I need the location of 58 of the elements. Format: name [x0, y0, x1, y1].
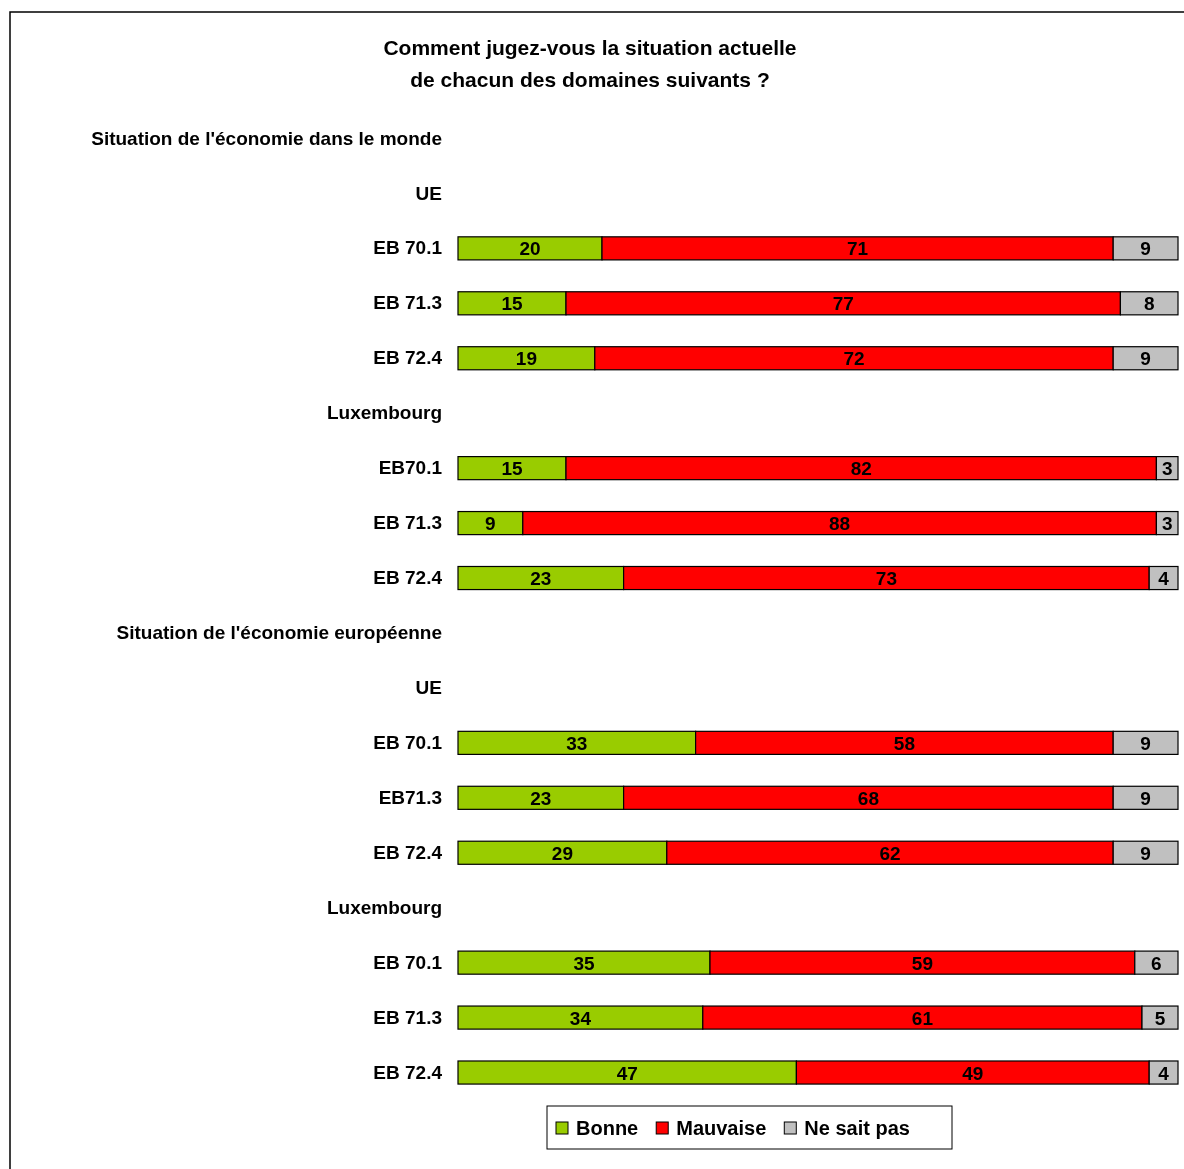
data-label: 4 [1158, 1062, 1170, 1084]
data-label: 9 [485, 513, 496, 535]
y-tick-label: UE [415, 677, 442, 698]
y-tick-label: Situation de l'économie européenne [116, 622, 442, 644]
data-label: 3 [1161, 458, 1173, 480]
data-label: 6 [1151, 952, 1162, 974]
y-tick-label: EB 70.1 [373, 731, 443, 753]
data-label: 77 [832, 293, 854, 315]
y-tick-label: Luxembourg [326, 402, 442, 424]
data-label: 88 [829, 513, 851, 535]
data-label: 49 [962, 1062, 984, 1084]
data-label: 9 [1140, 348, 1151, 370]
data-label: 15 [501, 458, 523, 480]
data-label: 71 [847, 238, 869, 260]
data-label: 34 [569, 1007, 592, 1029]
y-tick-label: EB 72.4 [373, 1061, 443, 1083]
data-label: 20 [519, 238, 541, 260]
y-tick-label: Situation de l'économie dans le monde [91, 127, 442, 149]
y-tick-label: EB 70.1 [373, 237, 443, 259]
data-label: 4 [1158, 568, 1170, 590]
data-label: 23 [530, 787, 552, 809]
y-tick-label: EB71.3 [378, 786, 442, 808]
data-label: 59 [911, 952, 933, 974]
y-tick-label: EB 72.4 [373, 347, 443, 369]
data-label: 9 [1140, 787, 1151, 809]
data-label: 33 [566, 732, 588, 754]
y-tick-label: EB70.1 [378, 457, 443, 479]
data-label: 9 [1140, 732, 1151, 754]
data-label: 35 [573, 952, 595, 974]
data-label: 73 [875, 568, 897, 590]
data-label: 5 [1154, 1007, 1166, 1029]
data-label: 82 [850, 458, 872, 480]
data-label: 61 [911, 1007, 934, 1029]
y-tick-label: Luxembourg [326, 896, 442, 918]
data-label: 72 [843, 348, 865, 370]
data-label: 29 [551, 842, 573, 864]
data-label: 47 [616, 1062, 638, 1084]
data-label: 8 [1143, 293, 1155, 315]
data-label: 68 [857, 787, 879, 809]
y-tick-label: EB 71.3 [373, 292, 442, 314]
data-label: 62 [879, 842, 901, 864]
data-label: 9 [1140, 842, 1151, 864]
data-label: 19 [515, 348, 537, 370]
y-tick-label: EB 71.3 [373, 1006, 442, 1028]
legend-label: Ne sait pas [804, 1117, 910, 1139]
y-tick-label: EB 72.4 [373, 841, 443, 863]
chart-title: Comment jugez-vous la situation actuelle de chacun des domaines suivants ? [383, 36, 797, 91]
y-tick-label: EB 72.4 [373, 567, 443, 589]
y-tick-label: EB 71.3 [373, 512, 442, 534]
data-label: 3 [1161, 513, 1173, 535]
y-tick-label: EB 70.1 [373, 951, 443, 973]
data-label: 9 [1140, 238, 1151, 260]
data-label: 23 [530, 568, 552, 590]
legend-label: Bonne [576, 1117, 639, 1139]
data-label: 58 [893, 732, 915, 754]
legend-label: Mauvaise [676, 1117, 767, 1139]
y-tick-label: UE [415, 182, 442, 204]
data-label: 15 [501, 293, 523, 315]
